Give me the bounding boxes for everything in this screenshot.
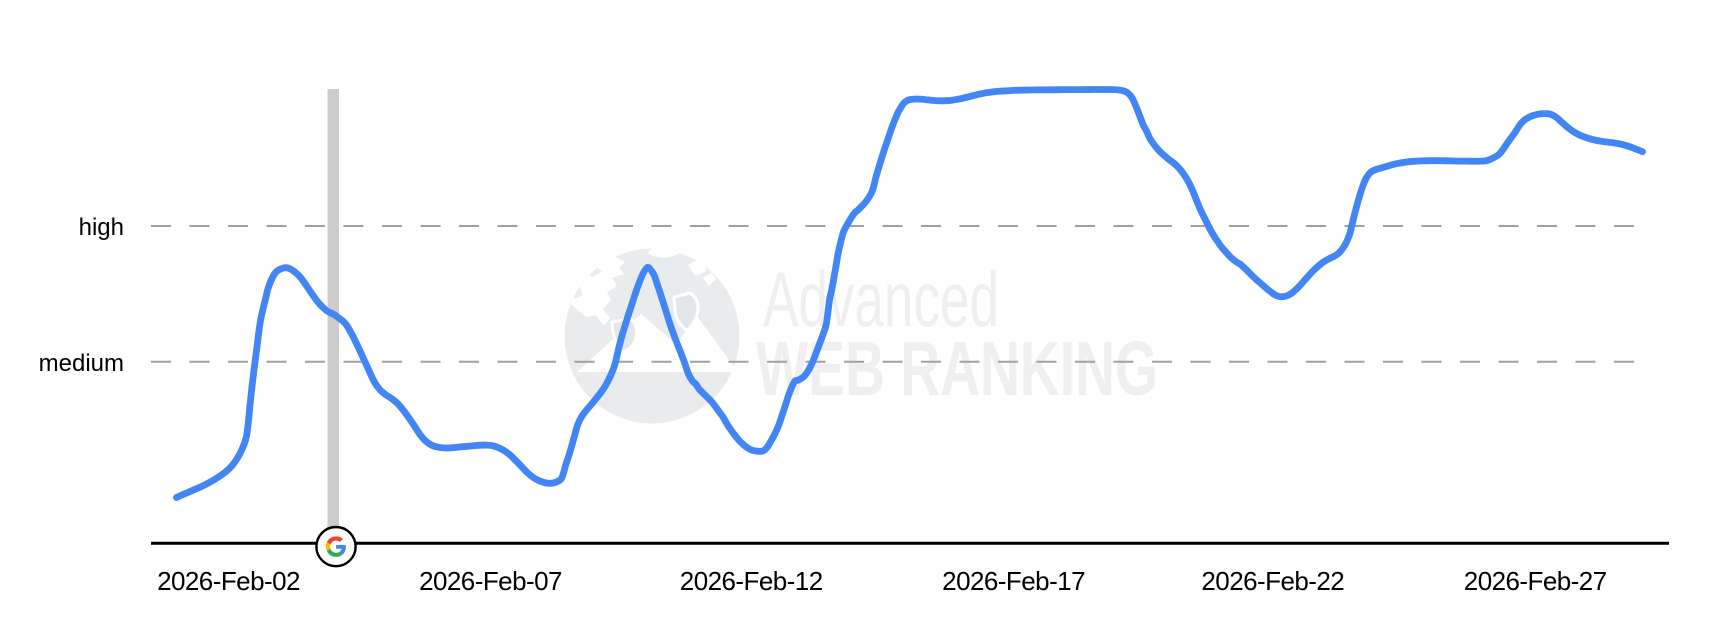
svg-text:Advanced: Advanced xyxy=(763,255,999,343)
svg-text:2026-Feb-02: 2026-Feb-02 xyxy=(157,566,300,596)
svg-text:2026-Feb-07: 2026-Feb-07 xyxy=(419,566,562,596)
svg-text:2026-Feb-12: 2026-Feb-12 xyxy=(680,566,823,596)
svg-text:high: high xyxy=(79,214,124,241)
svg-text:2026-Feb-22: 2026-Feb-22 xyxy=(1201,566,1344,596)
svg-text:medium: medium xyxy=(39,350,124,377)
svg-text:2026-Feb-17: 2026-Feb-17 xyxy=(942,566,1085,596)
svg-text:WEB RANKING: WEB RANKING xyxy=(756,326,1158,412)
svg-text:2026-Feb-27: 2026-Feb-27 xyxy=(1464,566,1607,596)
